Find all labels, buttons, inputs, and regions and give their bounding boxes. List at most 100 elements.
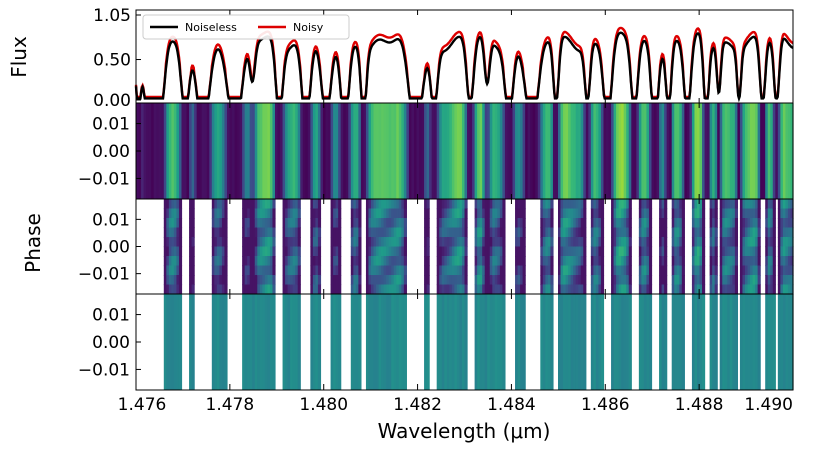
y-tick-label: 0.00 bbox=[93, 91, 131, 111]
heat-cell bbox=[391, 218, 395, 229]
heat-cell bbox=[744, 227, 749, 238]
heat-cell bbox=[699, 199, 703, 210]
heat-cell bbox=[674, 227, 678, 238]
heat-cell bbox=[403, 256, 407, 267]
heat-cell bbox=[646, 284, 650, 295]
heat-cell bbox=[626, 284, 630, 295]
heat-cell bbox=[641, 275, 645, 286]
heat-cell bbox=[242, 199, 246, 210]
heat-cell bbox=[709, 208, 713, 219]
heat-cell bbox=[441, 256, 445, 267]
heat-cell bbox=[502, 265, 506, 276]
heat-cell bbox=[712, 199, 716, 210]
heat-cell bbox=[219, 218, 223, 229]
heat-cell bbox=[310, 275, 314, 286]
heat-cell bbox=[545, 275, 549, 286]
heat-cell bbox=[674, 246, 678, 257]
heat-cell bbox=[628, 294, 632, 390]
heat-cell bbox=[573, 237, 577, 248]
heat-cell bbox=[249, 227, 253, 238]
heat-cell bbox=[461, 237, 466, 248]
heat-cell bbox=[163, 294, 167, 390]
heat-cell bbox=[762, 103, 766, 199]
heat-cell bbox=[618, 256, 622, 267]
heat-cell bbox=[350, 103, 354, 199]
heat-cell bbox=[168, 246, 172, 257]
heat-cell bbox=[388, 246, 392, 257]
heat-cell bbox=[376, 265, 380, 276]
heat-cell bbox=[547, 275, 552, 286]
heat-cell bbox=[328, 103, 332, 199]
heat-cell bbox=[371, 275, 375, 286]
heat-cell bbox=[216, 237, 220, 248]
heat-cell bbox=[454, 199, 458, 210]
heat-cell bbox=[378, 246, 382, 257]
heat-cell bbox=[719, 294, 723, 390]
heat-cell bbox=[310, 103, 314, 199]
heat-cell bbox=[474, 208, 478, 219]
heat-cell bbox=[558, 284, 562, 295]
heat-cell bbox=[702, 265, 706, 276]
heat-cell bbox=[424, 256, 428, 267]
heat-cell bbox=[333, 208, 337, 219]
heat-cell bbox=[330, 218, 334, 229]
heat-cell bbox=[583, 103, 587, 199]
heat-cell bbox=[739, 246, 744, 257]
heat-cell bbox=[211, 218, 215, 229]
heat-cell bbox=[262, 199, 266, 210]
heat-cell bbox=[191, 227, 195, 238]
heat-cell bbox=[439, 199, 443, 210]
heat-cell bbox=[335, 227, 339, 238]
heat-cell bbox=[598, 208, 602, 219]
heat-cell bbox=[424, 208, 428, 219]
heat-cell bbox=[317, 218, 322, 229]
heat-cell bbox=[732, 199, 736, 210]
heat-cell bbox=[403, 246, 407, 257]
heat-cell bbox=[239, 103, 243, 199]
heat-cell bbox=[590, 265, 594, 276]
heat-cell bbox=[267, 237, 271, 248]
heat-cell bbox=[285, 294, 289, 390]
heat-cell bbox=[282, 265, 286, 276]
heat-cell bbox=[679, 275, 683, 286]
heat-cell bbox=[454, 208, 458, 219]
heat-cell bbox=[368, 199, 372, 210]
heat-cell bbox=[681, 237, 685, 248]
heat-cell bbox=[282, 227, 286, 238]
heat-cell bbox=[590, 256, 594, 267]
heat-cell bbox=[595, 275, 600, 286]
heat-cell bbox=[221, 275, 226, 286]
heat-cell bbox=[702, 275, 706, 286]
heat-cell bbox=[282, 199, 286, 210]
heat-cell bbox=[262, 227, 266, 238]
heat-cell bbox=[659, 246, 663, 257]
heat-cell bbox=[613, 103, 617, 199]
heat-cell bbox=[310, 218, 314, 229]
heat-cell bbox=[290, 237, 294, 248]
x-tick-label: 1.478 bbox=[206, 395, 255, 415]
heat-cell bbox=[765, 256, 769, 267]
heat-cell bbox=[456, 227, 461, 238]
heat-cell bbox=[770, 237, 774, 248]
heat-cell bbox=[446, 237, 450, 248]
heat-cell bbox=[732, 294, 736, 390]
heat-cell bbox=[214, 284, 218, 295]
heat-cell bbox=[317, 227, 322, 238]
heat-cell bbox=[702, 103, 706, 199]
heat-cell bbox=[598, 246, 602, 257]
heat-cell bbox=[196, 103, 200, 199]
heat-cell bbox=[765, 237, 769, 248]
heat-cell bbox=[173, 218, 178, 229]
heat-cell bbox=[368, 227, 372, 238]
heat-cell bbox=[600, 284, 605, 295]
heat-cell bbox=[729, 103, 733, 199]
heat-cell bbox=[381, 199, 385, 210]
heat-cell bbox=[722, 227, 726, 238]
heat-cell bbox=[282, 208, 286, 219]
heat-cell bbox=[679, 218, 683, 229]
heat-cell bbox=[752, 284, 756, 295]
heat-cell bbox=[295, 265, 299, 276]
heat-cell bbox=[315, 208, 319, 219]
heatmap-phase-c bbox=[163, 294, 794, 390]
heat-cell bbox=[563, 265, 567, 276]
